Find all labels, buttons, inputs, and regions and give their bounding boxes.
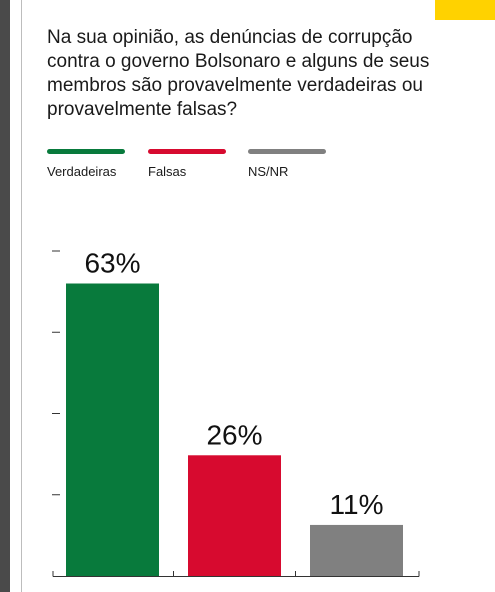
legend-item-nsnr: NS/NR xyxy=(248,149,326,179)
legend-swatch-verdadeiras xyxy=(47,149,125,154)
data-label-1: 63% xyxy=(84,248,140,279)
legend-label-verdadeiras: Verdadeiras xyxy=(47,164,117,179)
legend-swatch-nsnr xyxy=(248,149,326,154)
legend-label-nsnr: NS/NR xyxy=(248,164,289,179)
data-label-3: 11% xyxy=(330,489,384,520)
legend-label-falsas: Falsas xyxy=(148,164,187,179)
legend-swatch-falsas xyxy=(148,149,226,154)
corner-accent-tab xyxy=(435,0,495,20)
data-label-2: 26% xyxy=(206,419,262,450)
legend-item-verdadeiras: Verdadeiras xyxy=(47,149,125,179)
legend-item-falsas: Falsas xyxy=(148,149,226,179)
left-rule xyxy=(0,0,10,592)
bar-3 xyxy=(310,524,403,576)
bar-1 xyxy=(66,283,159,576)
legend: Verdadeiras Falsas NS/NR xyxy=(47,149,347,189)
left-rule-inner xyxy=(21,0,22,592)
chart-title: Na sua opinião, as denúncias de corrupçã… xyxy=(47,27,430,120)
bar-2 xyxy=(188,455,281,576)
